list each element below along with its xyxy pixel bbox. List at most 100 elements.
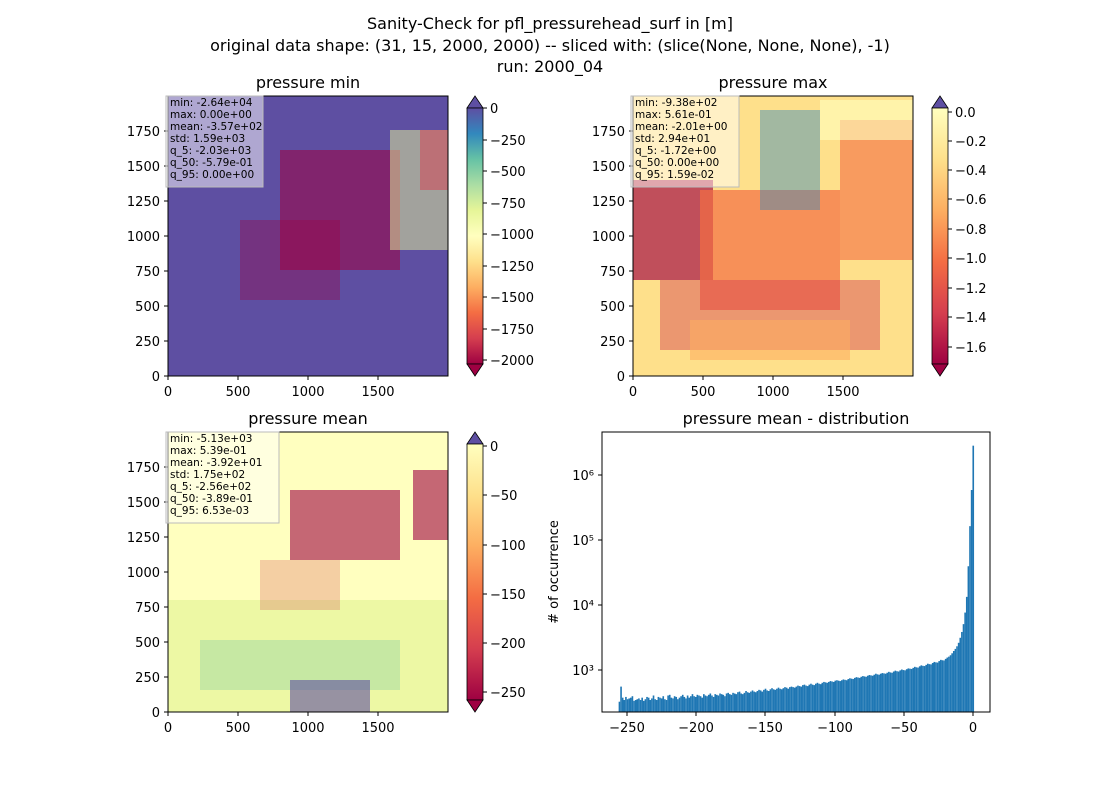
histogram-bar: [701, 697, 704, 712]
histogram-bar: [647, 697, 650, 712]
figure-title: Sanity-Check for pfl_pressurehead_surf i…: [210, 14, 890, 77]
histogram-bar: [855, 677, 858, 712]
histogram-bar: [948, 656, 950, 712]
histogram-bar: [959, 637, 962, 712]
histogram-bar: [967, 566, 970, 712]
colorbar-tick-label: −1250: [490, 260, 534, 275]
histogram-bar: [728, 694, 731, 712]
histogram-bar: [626, 699, 629, 712]
histogram-bar: [873, 674, 876, 712]
histogram-bar: [806, 686, 809, 712]
histogram-bar: [798, 686, 801, 712]
stats-box-pressure-max: min: -9.38e+02 max: 5.61e-01 mean: -2.01…: [630, 95, 740, 188]
stat-line: mean: -3.57e+02: [170, 121, 262, 133]
colorbar-tick-label: −2000: [490, 354, 534, 369]
histogram-bar: [706, 696, 708, 712]
histogram-bar: [681, 694, 684, 712]
colorbar-tick-label: −150: [490, 588, 526, 603]
colorbar-tick-label: −0.4: [955, 164, 987, 179]
colorbar-pressure-max: 0.0 −0.2 −0.4 −0.6 −0.8 −1.0 −1.2 −1.4 −…: [931, 95, 987, 377]
histogram-bar: [883, 673, 885, 712]
histogram-bar: [698, 695, 700, 712]
histogram-bar: [912, 667, 915, 712]
x-tick-label: 0: [969, 721, 977, 736]
histogram-bar: [957, 642, 960, 712]
histogram-bar: [886, 672, 889, 712]
histogram-bar: [865, 676, 867, 712]
histogram-panel: pressure mean - distribution −250 −200 −…: [547, 409, 991, 736]
histogram-bar: [660, 698, 663, 712]
histogram-bar: [703, 694, 705, 712]
histogram-bar: [678, 697, 681, 712]
heatmap-panel-pressure-max: pressure max 0 500 1000 1500 0 250 500 7…: [592, 73, 987, 400]
colorbar-tick-label: 0.0: [955, 106, 976, 121]
histogram-bar: [936, 662, 939, 712]
histogram-bar: [696, 694, 699, 712]
histogram-bar: [784, 687, 786, 712]
stats-box-pressure-min: min: -2.64e+04 max: 0.00e+00 mean: -3.57…: [165, 95, 264, 188]
histogram-bar: [761, 691, 764, 712]
histogram-bar: [876, 674, 879, 712]
stat-line: max: 5.39e-01: [170, 445, 247, 457]
histogram-bar: [925, 664, 927, 712]
histogram-bar: [766, 690, 768, 712]
y-tick-label: 500: [135, 300, 160, 315]
histogram-bar: [836, 680, 838, 712]
histogram-bar: [823, 681, 825, 712]
histogram-bar: [902, 670, 905, 712]
heatmap-panel-pressure-min: pressure min 0 500 1000 1500 0 250 500 7…: [127, 73, 534, 400]
histogram-bar: [870, 675, 872, 712]
y-tick-label: 1000: [592, 230, 625, 245]
histogram-bar: [827, 681, 830, 712]
histogram-bar: [745, 691, 747, 712]
histogram-bar: [699, 696, 702, 712]
histogram-bar: [751, 690, 754, 712]
histogram-bar: [642, 700, 645, 712]
heatmap-panel-pressure-mean: pressure mean 0 500 1000 1500 0 250 500 …: [127, 409, 526, 736]
histogram-bar: [759, 690, 762, 712]
histogram-bar: [847, 679, 850, 712]
histogram-bar: [910, 668, 913, 712]
colorbar-tick-label: −1.2: [955, 282, 987, 297]
histogram-bar: [917, 667, 919, 712]
stat-line: q_95: 0.00e+00: [170, 169, 254, 181]
stat-line: min: -9.38e+02: [635, 97, 717, 109]
y-tick-label: 1250: [592, 195, 625, 210]
x-tick-label: 500: [226, 721, 251, 736]
histogram-bar: [771, 688, 773, 712]
histogram-bar: [750, 691, 752, 712]
figure-title-line-1: Sanity-Check for pfl_pressurehead_surf i…: [367, 14, 733, 34]
x-tick-label: 500: [691, 385, 716, 400]
histogram-bar: [878, 674, 880, 712]
y-tick-label: 0: [152, 706, 160, 721]
histogram-bar: [767, 691, 770, 712]
histogram-bar: [659, 697, 661, 712]
histogram-bar: [774, 689, 777, 712]
histogram-bar: [690, 696, 692, 712]
axes-frame: [601, 431, 991, 713]
histogram-bar: [857, 677, 859, 712]
x-tick-label: 1500: [826, 385, 859, 400]
histogram-bar: [680, 696, 682, 712]
histogram-bar: [688, 697, 691, 712]
histogram-bar: [651, 698, 653, 712]
x-tick-label: 1500: [361, 385, 394, 400]
histogram-bar: [795, 686, 798, 712]
stat-line: mean: -2.01e+00: [635, 121, 727, 133]
histogram-bar: [805, 685, 807, 712]
histogram-bar: [844, 679, 846, 712]
histogram-bar: [730, 694, 733, 712]
histogram-bar: [780, 689, 783, 712]
histogram-bar: [764, 688, 767, 712]
histogram-bar: [858, 677, 861, 712]
histogram-bar: [946, 657, 949, 712]
histogram-bar: [881, 673, 884, 712]
histogram-bar: [646, 696, 648, 712]
y-tick-label: 1500: [127, 160, 160, 175]
histogram-bar: [884, 673, 887, 712]
histogram-bar: [863, 676, 866, 712]
histogram-bar: [664, 699, 666, 712]
histogram-bar: [779, 688, 781, 712]
colorbar-pressure-min: 0 −250 −500 −750 −1000 −1250 −1500 −1750…: [466, 95, 534, 377]
histogram-bar: [717, 695, 720, 712]
